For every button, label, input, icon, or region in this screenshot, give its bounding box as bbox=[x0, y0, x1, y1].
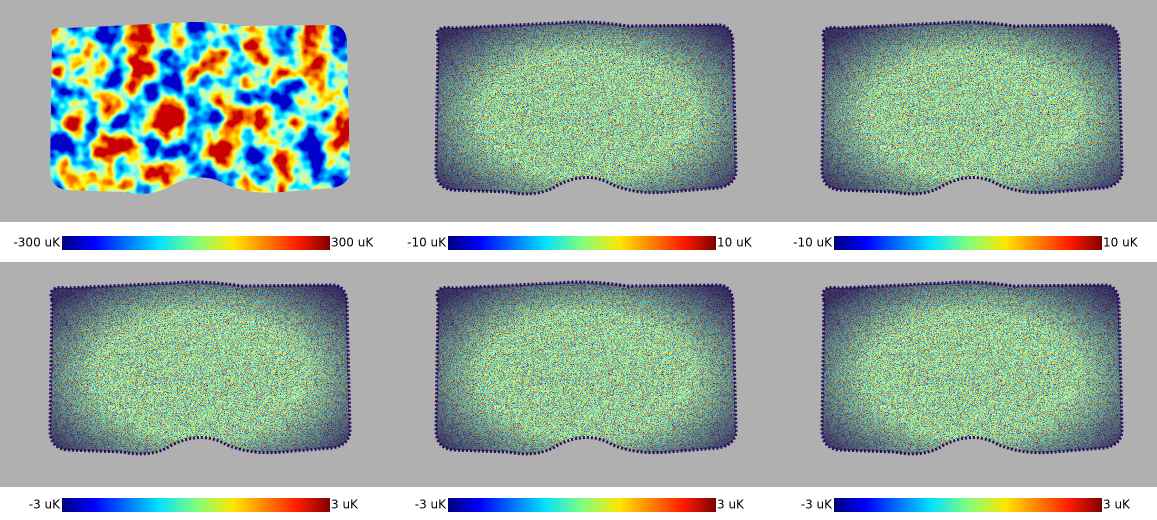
colorbar-max-label: 3 uK bbox=[331, 498, 359, 512]
colorbar bbox=[448, 498, 716, 512]
colorbar-max-label: 10 uK bbox=[1103, 236, 1139, 250]
colorbar-max-label: 3 uK bbox=[717, 498, 745, 512]
colorbar-min-label: -10 uK bbox=[793, 236, 833, 250]
colorbar-max-label: 300 uK bbox=[331, 236, 374, 250]
colorbar bbox=[834, 236, 1102, 250]
colorbar bbox=[834, 498, 1102, 512]
colorbar-min-label: -3 uK bbox=[415, 498, 447, 512]
colorbar-min-label: -300 uK bbox=[13, 236, 61, 250]
colorbar bbox=[448, 236, 716, 250]
map-figure: -300 uK 300 uK -10 uK 10 uK -10 uK 10 uK -3 uK… bbox=[0, 0, 1157, 520]
colorbar-min-label: -3 uK bbox=[801, 498, 833, 512]
colorbar bbox=[62, 498, 330, 512]
colorbar-min-label: -3 uK bbox=[29, 498, 61, 512]
colorbar bbox=[62, 236, 330, 250]
colorbar-min-label: -10 uK bbox=[407, 236, 447, 250]
colorbar-max-label: 3 uK bbox=[1103, 498, 1131, 512]
colorbar-max-label: 10 uK bbox=[717, 236, 753, 250]
